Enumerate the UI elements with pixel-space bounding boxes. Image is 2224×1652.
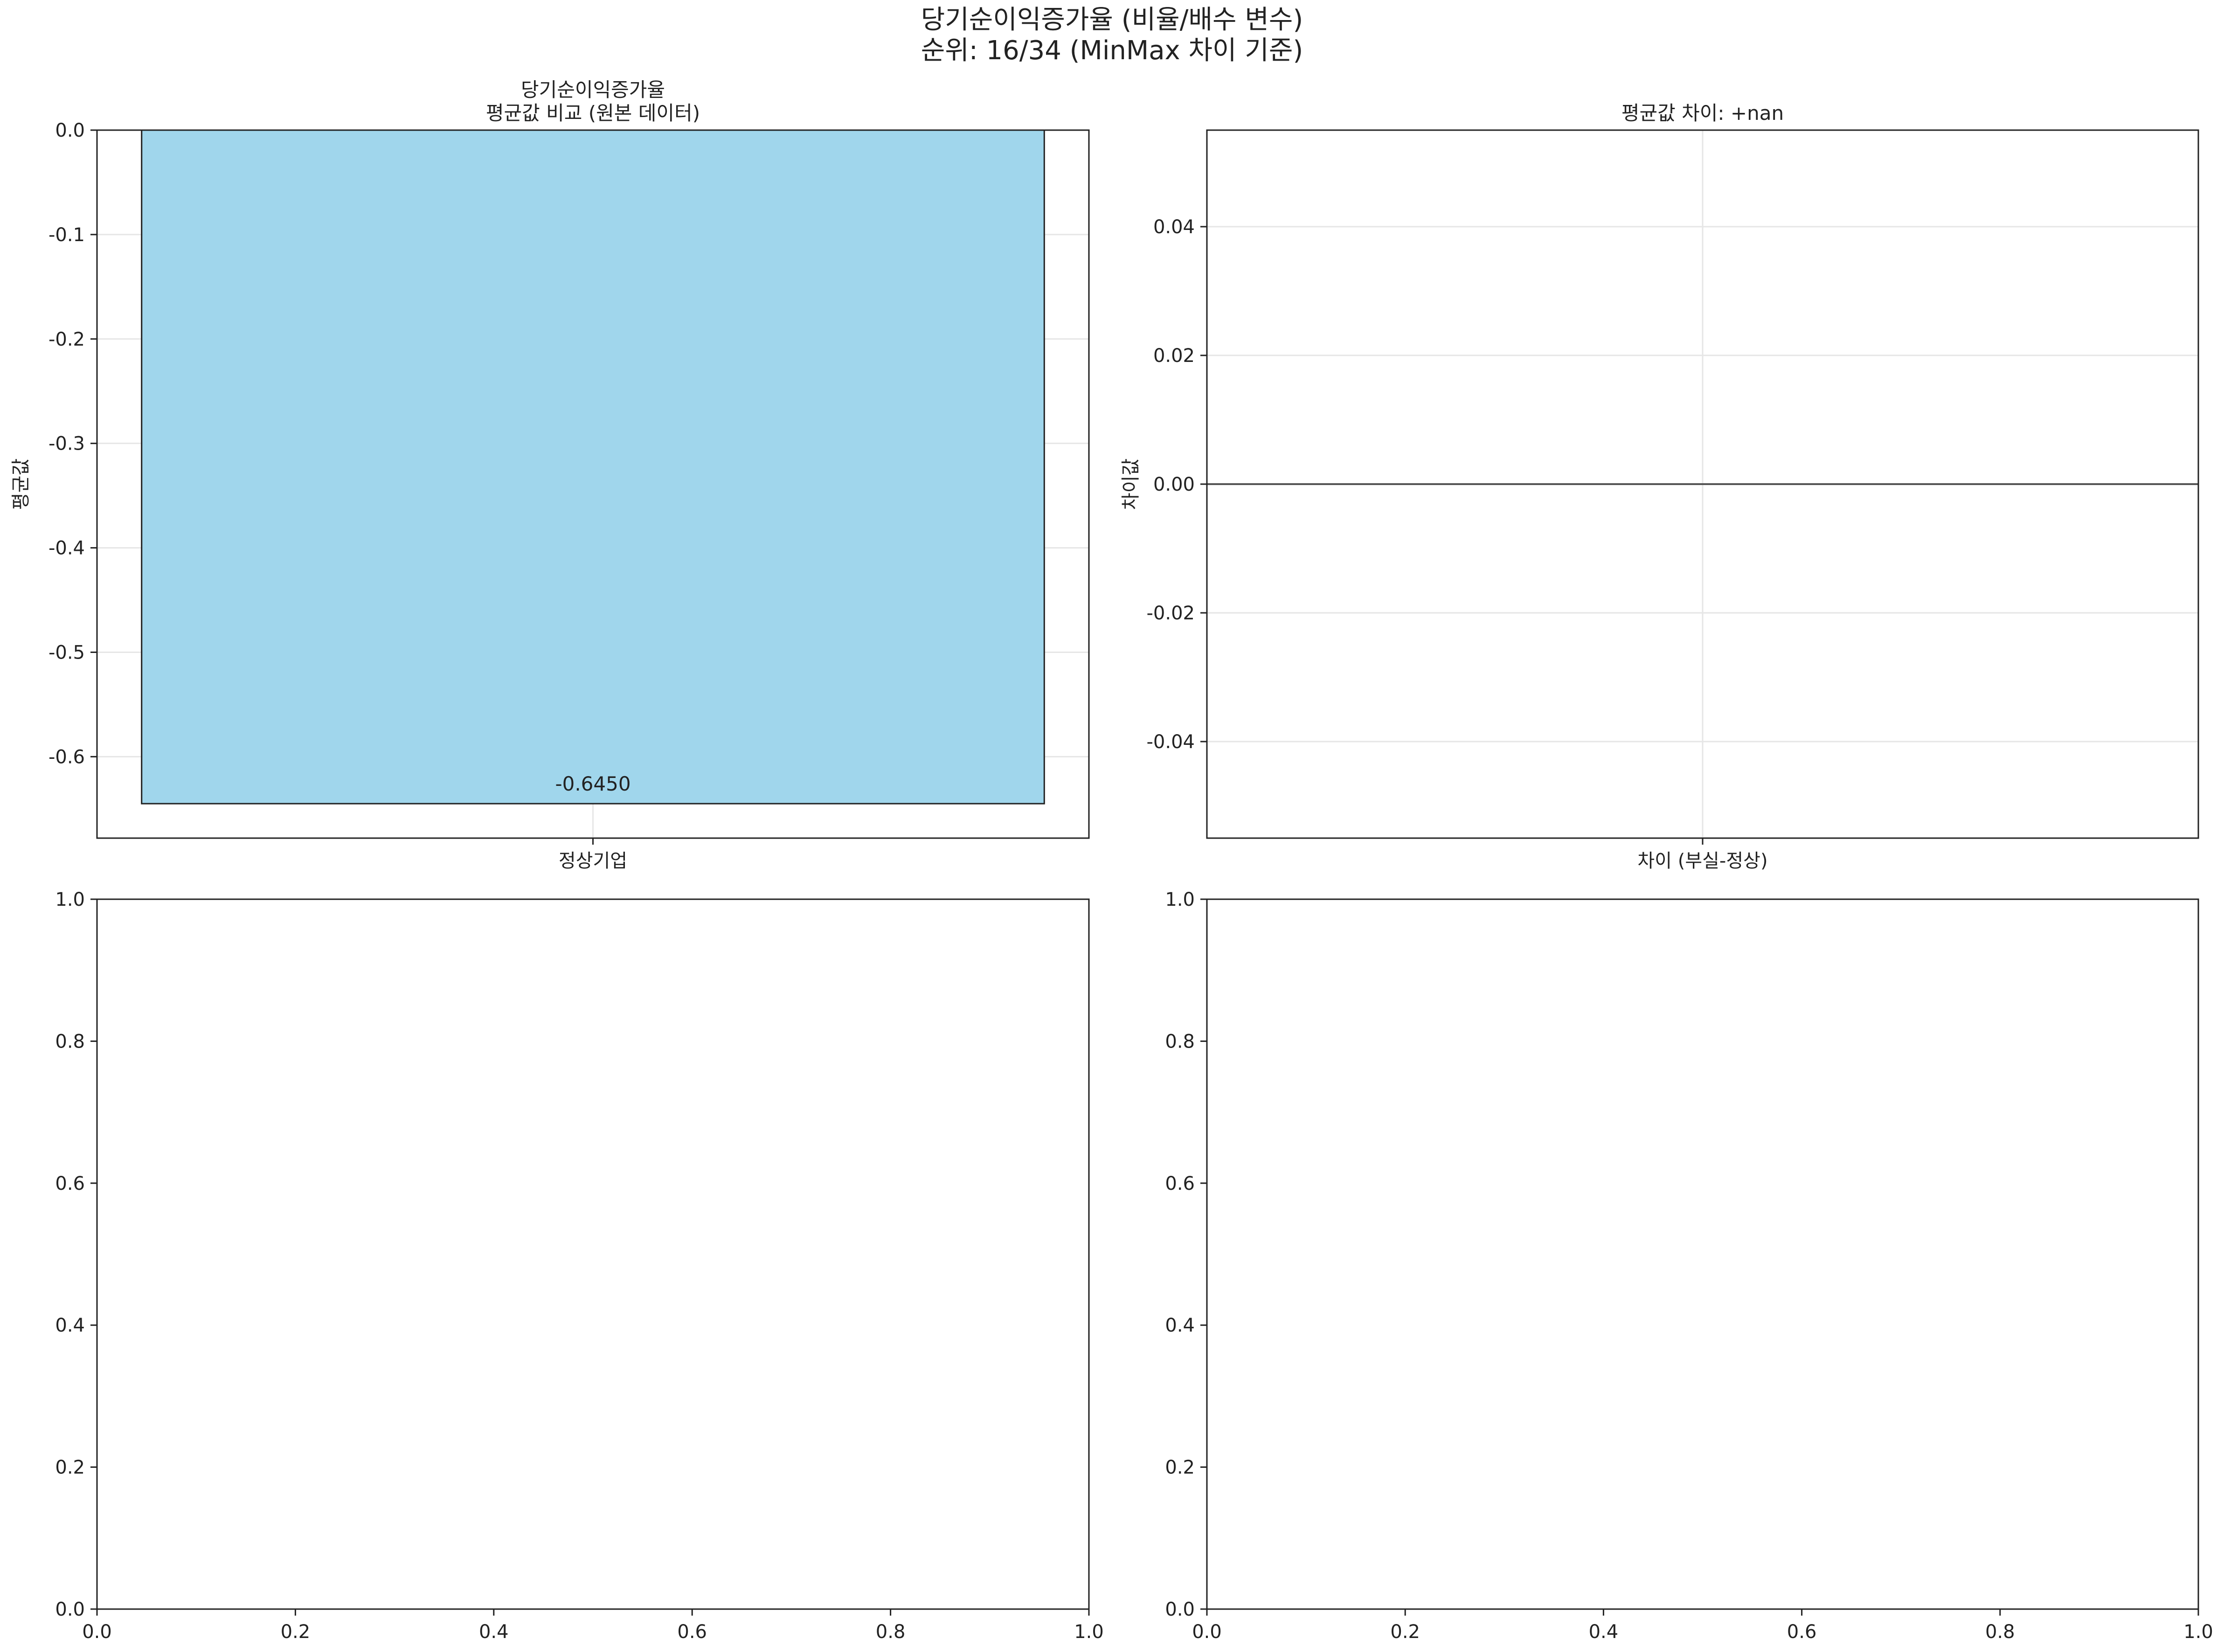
y-tick-label: 0.04 — [1153, 216, 1195, 238]
y-tick-label: 0.2 — [1165, 1457, 1195, 1478]
x-tick-label: 0.4 — [1589, 1621, 1619, 1643]
y-tick-label: 1.0 — [1165, 889, 1195, 910]
y-tick-label: -0.1 — [48, 224, 85, 246]
y-tick-label: 0.00 — [1153, 474, 1195, 495]
y-tick-label: 0.02 — [1153, 345, 1195, 367]
x-tick-label: 정상기업 — [559, 850, 627, 872]
y-tick-label: 0.6 — [55, 1173, 85, 1194]
figure-title-line2: 순위: 16/34 (MinMax 차이 기준) — [921, 35, 1303, 66]
x-tick-label: 1.0 — [2183, 1621, 2213, 1643]
y-tick-label: -0.04 — [1147, 731, 1195, 753]
x-tick-label: 0.8 — [1985, 1621, 2015, 1643]
axes-frame — [96, 898, 1090, 1610]
y-axis-label: 차이값 — [1120, 458, 1142, 510]
bar-value-label: -0.6450 — [555, 772, 630, 795]
panel-title-line: 평균값 차이: +nan — [1621, 102, 1784, 125]
x-tick-label: 0.6 — [1787, 1621, 1817, 1643]
y-tick-label: 0.6 — [1165, 1173, 1195, 1194]
x-tick-label: 1.0 — [1074, 1621, 1104, 1643]
y-tick-label: -0.5 — [48, 642, 85, 663]
panel-3: 0.0 0.2 0.4 0.6 0.8 1.0 0.0 0.2 0.4 0.6 0.8 1.0 — [55, 889, 1103, 1643]
y-tick-label: 0.0 — [55, 120, 85, 141]
y-tick-label: 0.0 — [1165, 1599, 1195, 1620]
y-tick-label: -0.02 — [1147, 603, 1195, 624]
axes-frame — [1206, 898, 2199, 1610]
panel-1: -0.6450 0.0 -0.1 -0.2 -0.3 -0.4 -0.5 -0.6 정상기업 평균… — [10, 78, 1090, 872]
x-tick-label: 0.6 — [677, 1621, 707, 1643]
x-tick-label: 0.0 — [1192, 1621, 1222, 1643]
figure-title: 당기순이익증가율 (비율/배수 변수) 순위: 16/34 (MinMax 차이… — [0, 5, 2224, 66]
bar-1 — [141, 129, 1045, 805]
x-tick-label: 0.0 — [82, 1621, 112, 1643]
x-tick-label: 0.4 — [479, 1621, 509, 1643]
x-tick-label: 차이 (부실-정상) — [1637, 850, 1767, 872]
x-tick-label: 0.2 — [281, 1621, 311, 1643]
figure-title-line1: 당기순이익증가율 (비율/배수 변수) — [921, 5, 1303, 35]
y-axis-label: 평균값 — [10, 458, 32, 510]
panel-4: 0.0 0.2 0.4 0.6 0.8 1.0 0.0 0.2 0.4 0.6 0.8 1.0 — [1165, 889, 2213, 1643]
y-tick-label: 1.0 — [55, 889, 85, 910]
y-tick-label: 0.8 — [1165, 1031, 1195, 1052]
y-tick-label: -0.3 — [48, 433, 85, 455]
y-tick-label: 0.4 — [55, 1315, 85, 1336]
x-tick-label: 0.8 — [876, 1621, 906, 1643]
y-tick-label: 0.2 — [55, 1457, 85, 1478]
panel-title-line: 당기순이익증가율 — [521, 78, 665, 101]
y-tick-label: 0.4 — [1165, 1315, 1195, 1336]
y-tick-label: 0.0 — [55, 1599, 85, 1620]
panel-title-line: 평균값 비교 (원본 데이터) — [486, 102, 700, 125]
y-tick-label: -0.6 — [48, 746, 85, 768]
x-tick-label: 0.2 — [1390, 1621, 1420, 1643]
panel-2: 0.04 0.02 0.00 -0.02 -0.04 차이 (부실-정상) 차이값 평균값 차… — [1120, 102, 2199, 872]
y-tick-label: -0.4 — [48, 538, 85, 559]
y-tick-label: -0.2 — [48, 329, 85, 350]
y-tick-label: 0.8 — [55, 1031, 85, 1052]
